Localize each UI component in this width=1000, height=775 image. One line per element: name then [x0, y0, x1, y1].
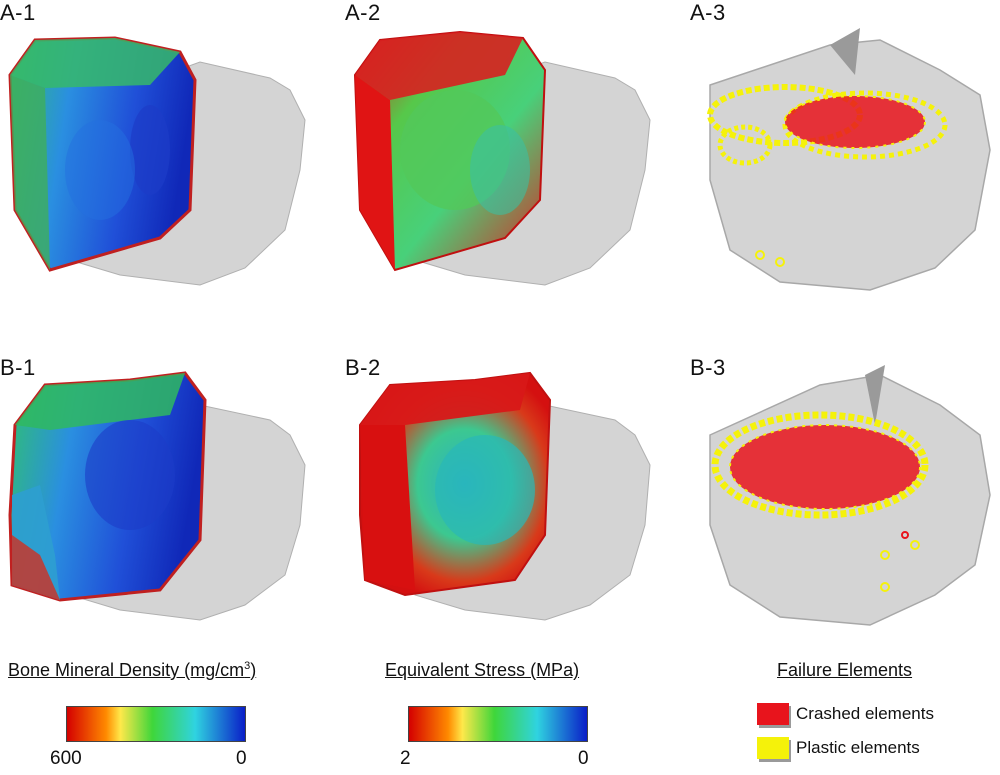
crashed-label: Crashed elements: [796, 704, 934, 723]
panel-label-b2: B-2: [345, 355, 381, 380]
density-max-label: 0: [236, 748, 247, 769]
failure-model-b3: [709, 365, 991, 626]
panel-label-a3: A-3: [690, 0, 726, 25]
stress-min-label: 2: [400, 748, 411, 769]
stress-max-label: 0: [578, 748, 589, 769]
crashed-swatch: [757, 703, 789, 725]
failure-model-a3: [707, 28, 991, 291]
panel-label-b1: B-1: [0, 355, 36, 380]
panel-label-b3: B-3: [690, 355, 726, 380]
density-model-b1: [8, 371, 306, 621]
panel-b3: B-3: [690, 355, 1000, 665]
stress-model-a2: [353, 30, 651, 286]
density-colorbar: [66, 706, 246, 742]
density-min-label: 600: [50, 748, 82, 769]
panel-a1: A-1: [0, 0, 320, 310]
density-legend-title: Bone Mineral Density (mg/cm3): [8, 660, 257, 680]
plastic-label: Plastic elements: [796, 738, 920, 757]
panel-b2: B-2: [345, 355, 665, 665]
panel-b1: B-1: [0, 355, 320, 665]
failure-legend-title: Failure Elements: [777, 660, 913, 680]
plastic-swatch: [757, 737, 789, 759]
stress-legend-title: Equivalent Stress (MPa): [385, 660, 580, 680]
panel-a2: A-2: [345, 0, 665, 310]
density-model-a1: [8, 36, 306, 286]
panel-label-a2: A-2: [345, 0, 381, 25]
stress-colorbar: [408, 706, 588, 742]
panel-a3: A-3: [690, 0, 1000, 310]
stress-model-b2: [359, 371, 651, 621]
panel-label-a1: A-1: [0, 0, 36, 25]
